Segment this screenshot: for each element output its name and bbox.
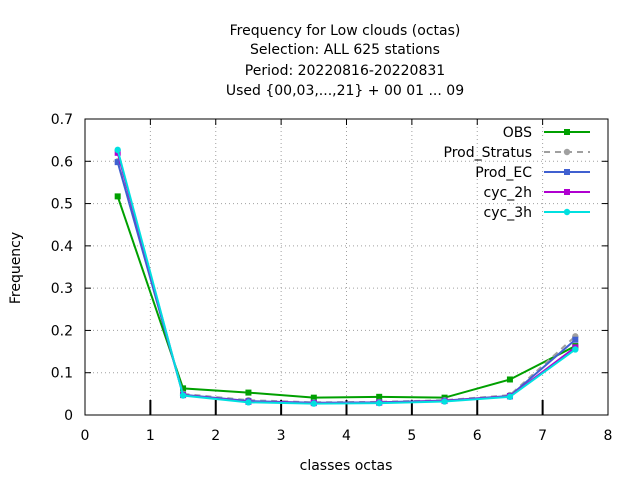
data-point (375, 399, 383, 407)
chart-title-line-4: Used {00,03,...,21} + 00 01 ... 09 (226, 83, 464, 99)
data-point (180, 385, 187, 392)
data-point (114, 146, 121, 154)
legend-marker (563, 208, 571, 216)
x-tick-label: 5 (407, 428, 416, 444)
y-tick-label: 0.7 (51, 112, 73, 128)
data-point (114, 159, 121, 166)
chart-title-line-2: Selection: ALL 625 stations (250, 42, 440, 58)
data-point (245, 389, 252, 396)
data-point (114, 193, 121, 200)
series-layer (114, 146, 579, 407)
legend-marker (563, 148, 571, 156)
y-tick-label: 0.6 (51, 154, 73, 170)
x-tick-label: 1 (146, 428, 155, 444)
legend-marker (564, 189, 570, 195)
x-tick-label: 6 (473, 428, 482, 444)
data-point (506, 393, 514, 401)
data-point (376, 393, 383, 400)
data-point (179, 392, 187, 399)
data-point (441, 398, 448, 405)
x-axis-label: classes octas (300, 458, 393, 474)
data-point (506, 376, 513, 383)
x-tick-label: 2 (211, 428, 220, 444)
legend-label: Prod_Stratus (444, 145, 532, 161)
y-tick-label: 0.5 (51, 197, 73, 213)
y-tick-label: 0.3 (51, 281, 73, 297)
data-point (245, 399, 252, 406)
series-line (116, 149, 576, 405)
y-tick-label: 0 (64, 408, 73, 424)
series-OBS (114, 193, 579, 401)
legend-label: cyc_3h (484, 205, 532, 221)
plot-frame (84, 118, 609, 416)
y-tick-label: 0.2 (51, 323, 73, 339)
legend-label: OBS (503, 125, 532, 141)
y-axis-label: Frequency (8, 232, 24, 304)
chart-title-line-1: Frequency for Low clouds (octas) (230, 23, 461, 39)
series-cyc_3h (114, 146, 579, 407)
grid (85, 119, 608, 415)
y-tick-label: 0.4 (51, 239, 73, 255)
x-tick-label: 8 (604, 428, 613, 444)
series-line (116, 196, 576, 399)
legend: OBS Prod_Stratus Prod_EC cyc_2h cyc_3h (444, 125, 590, 221)
legend-label: Prod_EC (475, 165, 532, 181)
x-tick-label: 3 (277, 428, 286, 444)
axis-ticks: 0 0.1 0.2 0.3 0.4 0.5 0.6 0.7 0 1 2 3 4 5 6 7 8 (51, 112, 613, 444)
legend-marker (564, 169, 570, 175)
chart-title-line-3: Period: 20220816-20220831 (245, 63, 445, 79)
data-point (572, 336, 579, 343)
data-point (310, 400, 318, 407)
y-tick-label: 0.1 (51, 366, 73, 382)
legend-label: cyc_2h (484, 185, 532, 201)
legend-marker (564, 129, 570, 135)
x-tick-label: 7 (538, 428, 547, 444)
x-tick-label: 4 (342, 428, 351, 444)
data-point (310, 394, 317, 401)
data-point (572, 346, 579, 353)
x-tick-label: 0 (81, 428, 90, 444)
